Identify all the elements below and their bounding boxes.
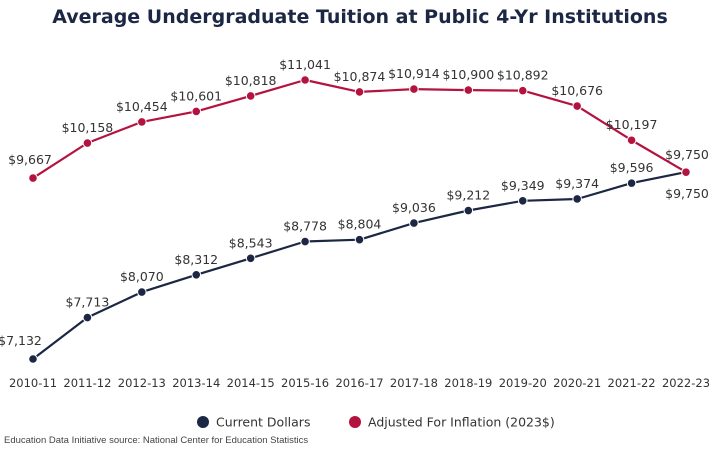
- x-axis: 2010-11 2011-12 2012-13 2013-14 2014-15 2015-…: [9, 376, 710, 390]
- data-point-current-dollars[interactable]: [626, 178, 637, 188]
- data-point-current-dollars[interactable]: [517, 195, 528, 206]
- data-point-current-dollars[interactable]: [191, 269, 202, 280]
- x-tick-label: 2010-11: [9, 376, 57, 390]
- data-point-adjusted-for-inflation-2023[interactable]: [82, 138, 93, 148]
- data-point-adjusted-for-inflation-2023[interactable]: [300, 75, 310, 85]
- data-label-adjusted-for-inflation-2023: $10,197: [606, 117, 658, 132]
- legend-label-current-dollars: Current Dollars: [216, 415, 310, 430]
- x-tick-label: 2017-18: [390, 376, 438, 390]
- data-point-adjusted-for-inflation-2023[interactable]: [681, 167, 691, 177]
- data-point-adjusted-for-inflation-2023[interactable]: [28, 173, 38, 183]
- data-point-current-dollars[interactable]: [137, 287, 147, 297]
- data-label-current-dollars: $8,778: [283, 219, 327, 234]
- x-tick-label: 2019-20: [499, 376, 547, 390]
- data-label-current-dollars: $7,132: [0, 333, 42, 348]
- x-tick-label: 2012-13: [118, 376, 166, 390]
- data-point-current-dollars[interactable]: [572, 194, 582, 204]
- data-label-current-dollars: $9,374: [555, 176, 599, 191]
- source-note: Education Data Initiative source: Nation…: [4, 435, 308, 446]
- legend: Current Dollars Adjusted For Inflation (…: [197, 415, 555, 430]
- series-line-current-dollars: [32, 171, 687, 360]
- data-label-adjusted-for-inflation-2023: $10,900: [442, 67, 494, 82]
- x-tick-label: 2022-23: [662, 376, 710, 390]
- data-point-current-dollars[interactable]: [463, 205, 474, 216]
- series-layer: $7,132 $7,713 $8,070 $8,312 $8,543 $8,778 $8,8…: [0, 57, 709, 364]
- data-label-adjusted-for-inflation-2023: $9,667: [8, 152, 52, 167]
- series-current-dollars: $7,132 $7,713 $8,070 $8,312 $8,543 $8,778 $8,8…: [0, 160, 709, 364]
- data-label-current-dollars: $9,036: [392, 200, 436, 215]
- legend-item-current-dollars[interactable]: Current Dollars: [197, 415, 310, 430]
- data-label-current-dollars: $9,212: [446, 188, 490, 203]
- data-point-adjusted-for-inflation-2023[interactable]: [626, 135, 637, 146]
- x-tick-label: 2021-22: [608, 376, 656, 390]
- data-point-adjusted-for-inflation-2023[interactable]: [409, 84, 419, 94]
- x-tick-label: 2015-16: [281, 376, 329, 390]
- data-point-current-dollars[interactable]: [28, 354, 38, 364]
- data-point-adjusted-for-inflation-2023[interactable]: [572, 101, 582, 111]
- legend-marker-current-dollars: [197, 416, 209, 428]
- data-label-adjusted-for-inflation-2023: $10,601: [170, 88, 222, 103]
- chart-title: Average Undergraduate Tuition at Public …: [52, 6, 668, 28]
- x-tick-label: 2014-15: [227, 376, 275, 390]
- legend-marker-adjusted-for-inflation: [349, 416, 361, 428]
- data-label-adjusted-for-inflation-2023: $10,158: [62, 120, 114, 135]
- data-label-adjusted-for-inflation-2023: $10,676: [551, 83, 603, 98]
- legend-label-adjusted-for-inflation: Adjusted For Inflation (2023$): [368, 415, 555, 430]
- data-point-current-dollars[interactable]: [409, 218, 419, 228]
- data-point-adjusted-for-inflation-2023[interactable]: [245, 91, 256, 101]
- data-label-current-dollars: $7,713: [66, 295, 110, 310]
- x-tick-label: 2018-19: [444, 376, 492, 390]
- data-label-adjusted-for-inflation-2023: $11,041: [279, 57, 331, 72]
- data-point-adjusted-for-inflation-2023[interactable]: [517, 85, 528, 96]
- x-tick-label: 2016-17: [335, 376, 383, 390]
- x-tick-label: 2020-21: [553, 376, 601, 390]
- data-label-adjusted-for-inflation-2023: $10,454: [116, 99, 168, 114]
- data-label-current-dollars: $8,070: [120, 269, 164, 284]
- data-label-adjusted-for-inflation-2023: $10,892: [497, 68, 549, 83]
- x-tick-label: 2011-12: [63, 376, 111, 390]
- data-label-adjusted-for-inflation-2023: $9,750: [665, 147, 709, 162]
- data-label-current-dollars: $9,349: [501, 178, 545, 193]
- legend-item-adjusted-for-inflation[interactable]: Adjusted For Inflation (2023$): [349, 415, 555, 430]
- data-label-current-dollars: $9,596: [610, 160, 654, 175]
- data-point-adjusted-for-inflation-2023[interactable]: [191, 106, 202, 117]
- series-adjusted-for-inflation-2023: $9,667 $10,158$10,454$10,601$10,818$11,04…: [8, 57, 709, 183]
- data-label-current-dollars: $8,543: [229, 235, 273, 250]
- data-point-current-dollars[interactable]: [300, 236, 310, 247]
- x-tick-label: 2013-14: [172, 376, 220, 390]
- data-label-current-dollars: $8,804: [338, 217, 382, 232]
- data-point-adjusted-for-inflation-2023[interactable]: [354, 87, 365, 97]
- data-label-current-dollars: $8,312: [174, 252, 218, 267]
- data-point-adjusted-for-inflation-2023[interactable]: [463, 85, 474, 95]
- data-point-current-dollars[interactable]: [82, 312, 93, 323]
- data-point-current-dollars[interactable]: [354, 234, 365, 245]
- data-label-adjusted-for-inflation-2023: $10,914: [388, 66, 440, 81]
- data-label-adjusted-for-inflation-2023: $10,874: [334, 69, 386, 84]
- data-label-adjusted-for-inflation-2023: $10,818: [225, 73, 277, 88]
- data-point-adjusted-for-inflation-2023[interactable]: [137, 117, 147, 127]
- data-label-current-dollars: $9,750: [665, 186, 709, 201]
- data-point-current-dollars[interactable]: [245, 253, 256, 264]
